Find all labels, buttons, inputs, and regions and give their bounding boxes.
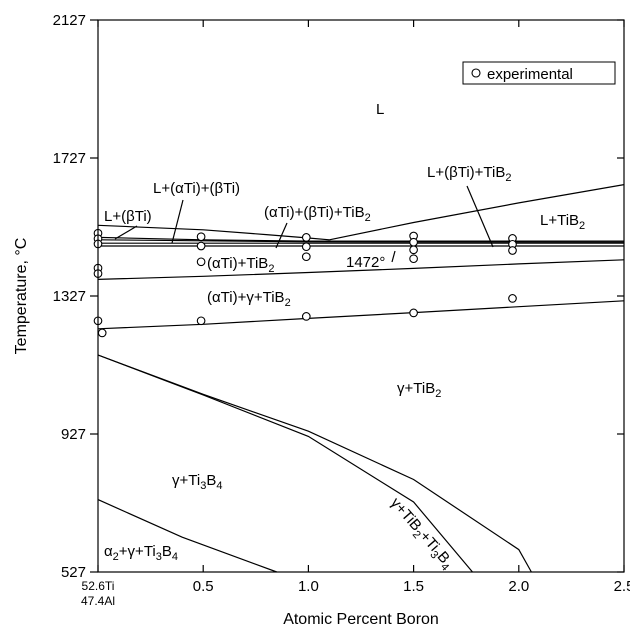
legend-label: experimental xyxy=(487,66,573,83)
x-axis-title: Atomic Percent Boron xyxy=(283,611,439,628)
region-label-alpha-beta-tib2: (αTi)+(βTi)+TiB2 xyxy=(264,204,371,224)
x-tick-label: 2.0 xyxy=(508,578,529,595)
experimental-point xyxy=(508,246,517,255)
x-origin-label-line1: 52.6Ti xyxy=(82,579,115,593)
experimental-point xyxy=(301,233,311,242)
region-label-l-tib2: L+TiB2 xyxy=(540,212,585,232)
phase-boundary-line-6 xyxy=(97,236,624,242)
region-label-1472: 1472° xyxy=(346,254,385,271)
region-label-alpha2-gamma-ti3b4: α2+γ+Ti3B4 xyxy=(104,543,178,563)
experimental-point xyxy=(409,237,418,247)
y-tick-label: 927 xyxy=(61,426,86,443)
y-axis-title: Temperature, °C xyxy=(13,238,30,355)
phase-boundary-line-1 xyxy=(97,300,625,330)
plot-frame xyxy=(97,19,625,573)
phase-boundary-line-10 xyxy=(97,354,473,573)
region-label-gamma-ti3b4: γ+Ti3B4 xyxy=(172,472,222,492)
experimental-point xyxy=(196,316,206,326)
experimental-point xyxy=(196,241,206,251)
region-label-l-beta: L+(βTi) xyxy=(104,208,152,225)
experimental-point xyxy=(301,312,311,321)
phase-boundary-line-11 xyxy=(97,499,278,573)
region-label-l-beta-tib2: L+(βTi)+TiB2 xyxy=(427,164,512,184)
experimental-point xyxy=(409,254,418,264)
region-label-liquid: L xyxy=(376,101,384,118)
phase-boundary-line-9 xyxy=(97,354,532,573)
y-tick-label: 527 xyxy=(61,564,86,581)
experimental-point xyxy=(409,308,418,318)
axis-ticks: 0.5 1.0 1.5 2.0 2.5 527 927 1327 1727 2127 xyxy=(53,12,630,595)
experimental-point xyxy=(196,232,206,242)
experimental-point xyxy=(409,245,418,255)
experimental-point xyxy=(301,242,311,252)
leader-line-1472 xyxy=(391,250,396,263)
region-label-alpha-gamma-tib2: (αTi)+γ+TiB2 xyxy=(207,289,291,309)
leader-line-l-beta-tib2 xyxy=(466,185,494,248)
phase-boundaries xyxy=(97,184,625,573)
legend: experimental xyxy=(462,61,616,85)
region-label-gamma-tib2: γ+TiB2 xyxy=(397,380,441,400)
x-tick-label: 0.5 xyxy=(193,578,214,595)
phase-boundary-line-8 xyxy=(329,184,625,241)
legend-marker xyxy=(471,68,481,78)
leader-line-alpha-beta-tib2 xyxy=(275,222,288,249)
experimental-point xyxy=(301,252,311,262)
experimental-point xyxy=(508,294,517,303)
leader-line-l-beta xyxy=(114,225,138,240)
region-label-gamma-tib2-ti3b4: γ+TiB2+Ti3B4 xyxy=(385,494,457,573)
y-tick-label: 2127 xyxy=(53,12,86,29)
legend-box xyxy=(462,61,616,85)
phase-boundary-line-2 xyxy=(97,259,625,280)
experimental-point xyxy=(196,257,206,267)
region-label-l-alpha-beta: L+(αTi)+(βTi) xyxy=(153,180,240,197)
x-tick-label: 2.5 xyxy=(614,578,630,595)
region-label-alpha-tib2: (αTi)+TiB2 xyxy=(207,255,274,275)
y-tick-label: 1327 xyxy=(53,288,86,305)
experimental-point xyxy=(97,328,107,338)
x-tick-label: 1.5 xyxy=(403,578,424,595)
x-origin-label-line2: 47.4Al xyxy=(81,594,115,608)
phase-boundary-line-7 xyxy=(97,224,330,241)
y-tick-label: 1727 xyxy=(53,150,86,167)
phase-boundary-line-5 xyxy=(97,239,625,243)
x-tick-label: 1.0 xyxy=(298,578,319,595)
leader-line-l-alpha-beta xyxy=(171,199,184,244)
